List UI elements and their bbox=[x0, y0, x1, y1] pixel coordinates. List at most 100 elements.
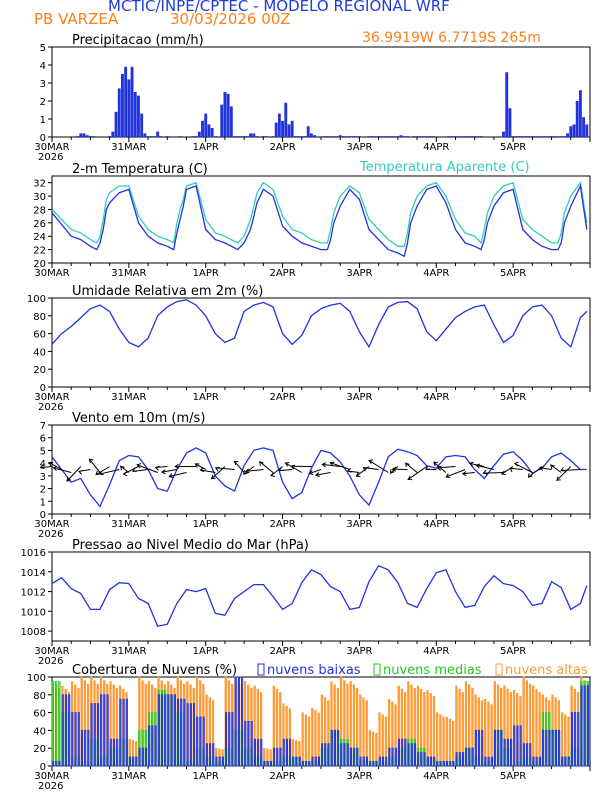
cloud-low-bar bbox=[500, 729, 503, 767]
precip-bar bbox=[470, 136, 473, 137]
precip-bar bbox=[249, 133, 252, 137]
y-tick-label: 5 bbox=[40, 446, 46, 457]
precip-bar bbox=[562, 136, 566, 137]
wind-arrow bbox=[407, 466, 427, 480]
x-tick-label: 5APR bbox=[500, 268, 526, 279]
precip-bar bbox=[540, 136, 544, 137]
wind-arrow bbox=[48, 462, 62, 470]
cloud-high-bar bbox=[448, 718, 452, 767]
cloud-high-bar bbox=[371, 731, 375, 767]
precip-bar bbox=[313, 135, 317, 137]
precip-bar bbox=[412, 136, 416, 137]
cloud-low-bar bbox=[266, 761, 269, 767]
cloud-low-bar bbox=[100, 694, 103, 767]
cloud-low-bar bbox=[442, 761, 445, 767]
cloud-low-bar bbox=[183, 698, 186, 767]
y-tick-label: 32 bbox=[33, 179, 46, 190]
wind-arrow bbox=[539, 467, 552, 470]
precip-bar bbox=[354, 136, 358, 137]
y-tick-label: 1014 bbox=[21, 568, 46, 579]
cloud-low-bar bbox=[311, 756, 314, 767]
cloud-low-bar bbox=[138, 747, 141, 767]
wind-arrow-head bbox=[48, 461, 54, 467]
x-tick-label: 1APR bbox=[193, 268, 219, 279]
cloud-low-bar bbox=[426, 756, 429, 767]
cloud-low-bar bbox=[106, 694, 109, 767]
cloud-low-bar bbox=[532, 756, 535, 767]
x-tick-label: 5APR bbox=[500, 142, 526, 153]
cloud-low-bar bbox=[436, 761, 439, 767]
y-tick-label: 80 bbox=[33, 312, 46, 323]
wind-arrow-head bbox=[119, 465, 125, 471]
cloud-low-bar bbox=[548, 729, 551, 767]
precip-bar bbox=[290, 120, 294, 137]
cloud-low-bar bbox=[526, 743, 529, 767]
cloud-low-bar bbox=[93, 703, 96, 767]
year-label: 2026 bbox=[38, 529, 63, 540]
y-tick-label: 7 bbox=[40, 421, 46, 432]
cloud-low-bar bbox=[84, 729, 87, 767]
y-tick-label: 0 bbox=[40, 762, 46, 773]
precip-bar bbox=[127, 79, 131, 137]
station-location: 36.9919W 6.7719S 265m bbox=[362, 30, 541, 46]
cloud-low-bar bbox=[298, 756, 301, 767]
cloud-low-bar bbox=[458, 752, 461, 767]
cloud-low-bar bbox=[506, 738, 509, 767]
temperature-line bbox=[51, 183, 588, 258]
cloud-low-bar bbox=[554, 729, 557, 767]
precip-bar bbox=[329, 136, 333, 137]
wind-arrow-head bbox=[160, 469, 166, 475]
wind-arrow-head bbox=[136, 463, 142, 468]
precip-bar bbox=[92, 136, 96, 137]
panel-title: Pressao ao Nivel Medio do Mar (hPa) bbox=[72, 538, 309, 553]
precip-bar bbox=[393, 136, 397, 137]
y-tick-label: 20 bbox=[33, 365, 46, 376]
x-tick-label: 30MAR bbox=[34, 392, 69, 403]
wind-arrow bbox=[88, 458, 101, 473]
cloud-low-bar bbox=[510, 738, 513, 767]
wind-arrow-head bbox=[194, 463, 200, 468]
precip-bar bbox=[223, 92, 227, 137]
precip-bar bbox=[450, 136, 454, 137]
cloud-low-bar bbox=[519, 725, 522, 767]
precip-bar bbox=[534, 136, 538, 137]
wind-arrow-head bbox=[314, 472, 320, 478]
precip-bar bbox=[460, 136, 464, 137]
cloud-low-bar bbox=[154, 725, 157, 767]
cloud-low-bar bbox=[103, 694, 106, 767]
cloud-high-bar bbox=[301, 712, 304, 767]
cloud-high-bar bbox=[535, 688, 538, 767]
precip-bar bbox=[277, 113, 281, 137]
cloud-low-bar bbox=[148, 725, 151, 767]
wind-arrow-head bbox=[243, 470, 248, 475]
wind-arrow-head bbox=[433, 461, 438, 467]
legend-mid-clouds-swatch bbox=[373, 663, 381, 676]
precip-bar bbox=[265, 136, 269, 137]
wind-arrow bbox=[462, 472, 475, 475]
cloud-low-bar bbox=[359, 756, 362, 767]
precip-bar bbox=[527, 136, 531, 137]
precip-bar bbox=[399, 135, 403, 137]
cloud-high-bar bbox=[304, 714, 307, 767]
wind-arrow bbox=[259, 461, 274, 473]
wind-arrow bbox=[95, 466, 110, 476]
precip-bar bbox=[521, 136, 525, 137]
cloud-low-bar bbox=[343, 743, 346, 767]
year-label: 2026 bbox=[38, 152, 63, 163]
pressure-line bbox=[51, 564, 588, 627]
precip-bar bbox=[511, 136, 515, 137]
cloud-low-bar bbox=[567, 756, 570, 767]
run-date: 30/03/2026 00Z bbox=[170, 10, 291, 28]
precip-bar bbox=[165, 136, 169, 137]
precip-bar bbox=[156, 131, 160, 137]
wind-speed-line bbox=[51, 447, 587, 508]
cloud-low-bar bbox=[301, 761, 305, 767]
precip-bar bbox=[204, 113, 208, 137]
y-tick-label: 1010 bbox=[21, 607, 46, 618]
year-label: 2026 bbox=[38, 402, 63, 413]
precip-bar bbox=[130, 66, 134, 137]
cloud-low-bar bbox=[330, 729, 333, 767]
precip-bar bbox=[479, 136, 483, 137]
precip-bar bbox=[553, 136, 557, 137]
